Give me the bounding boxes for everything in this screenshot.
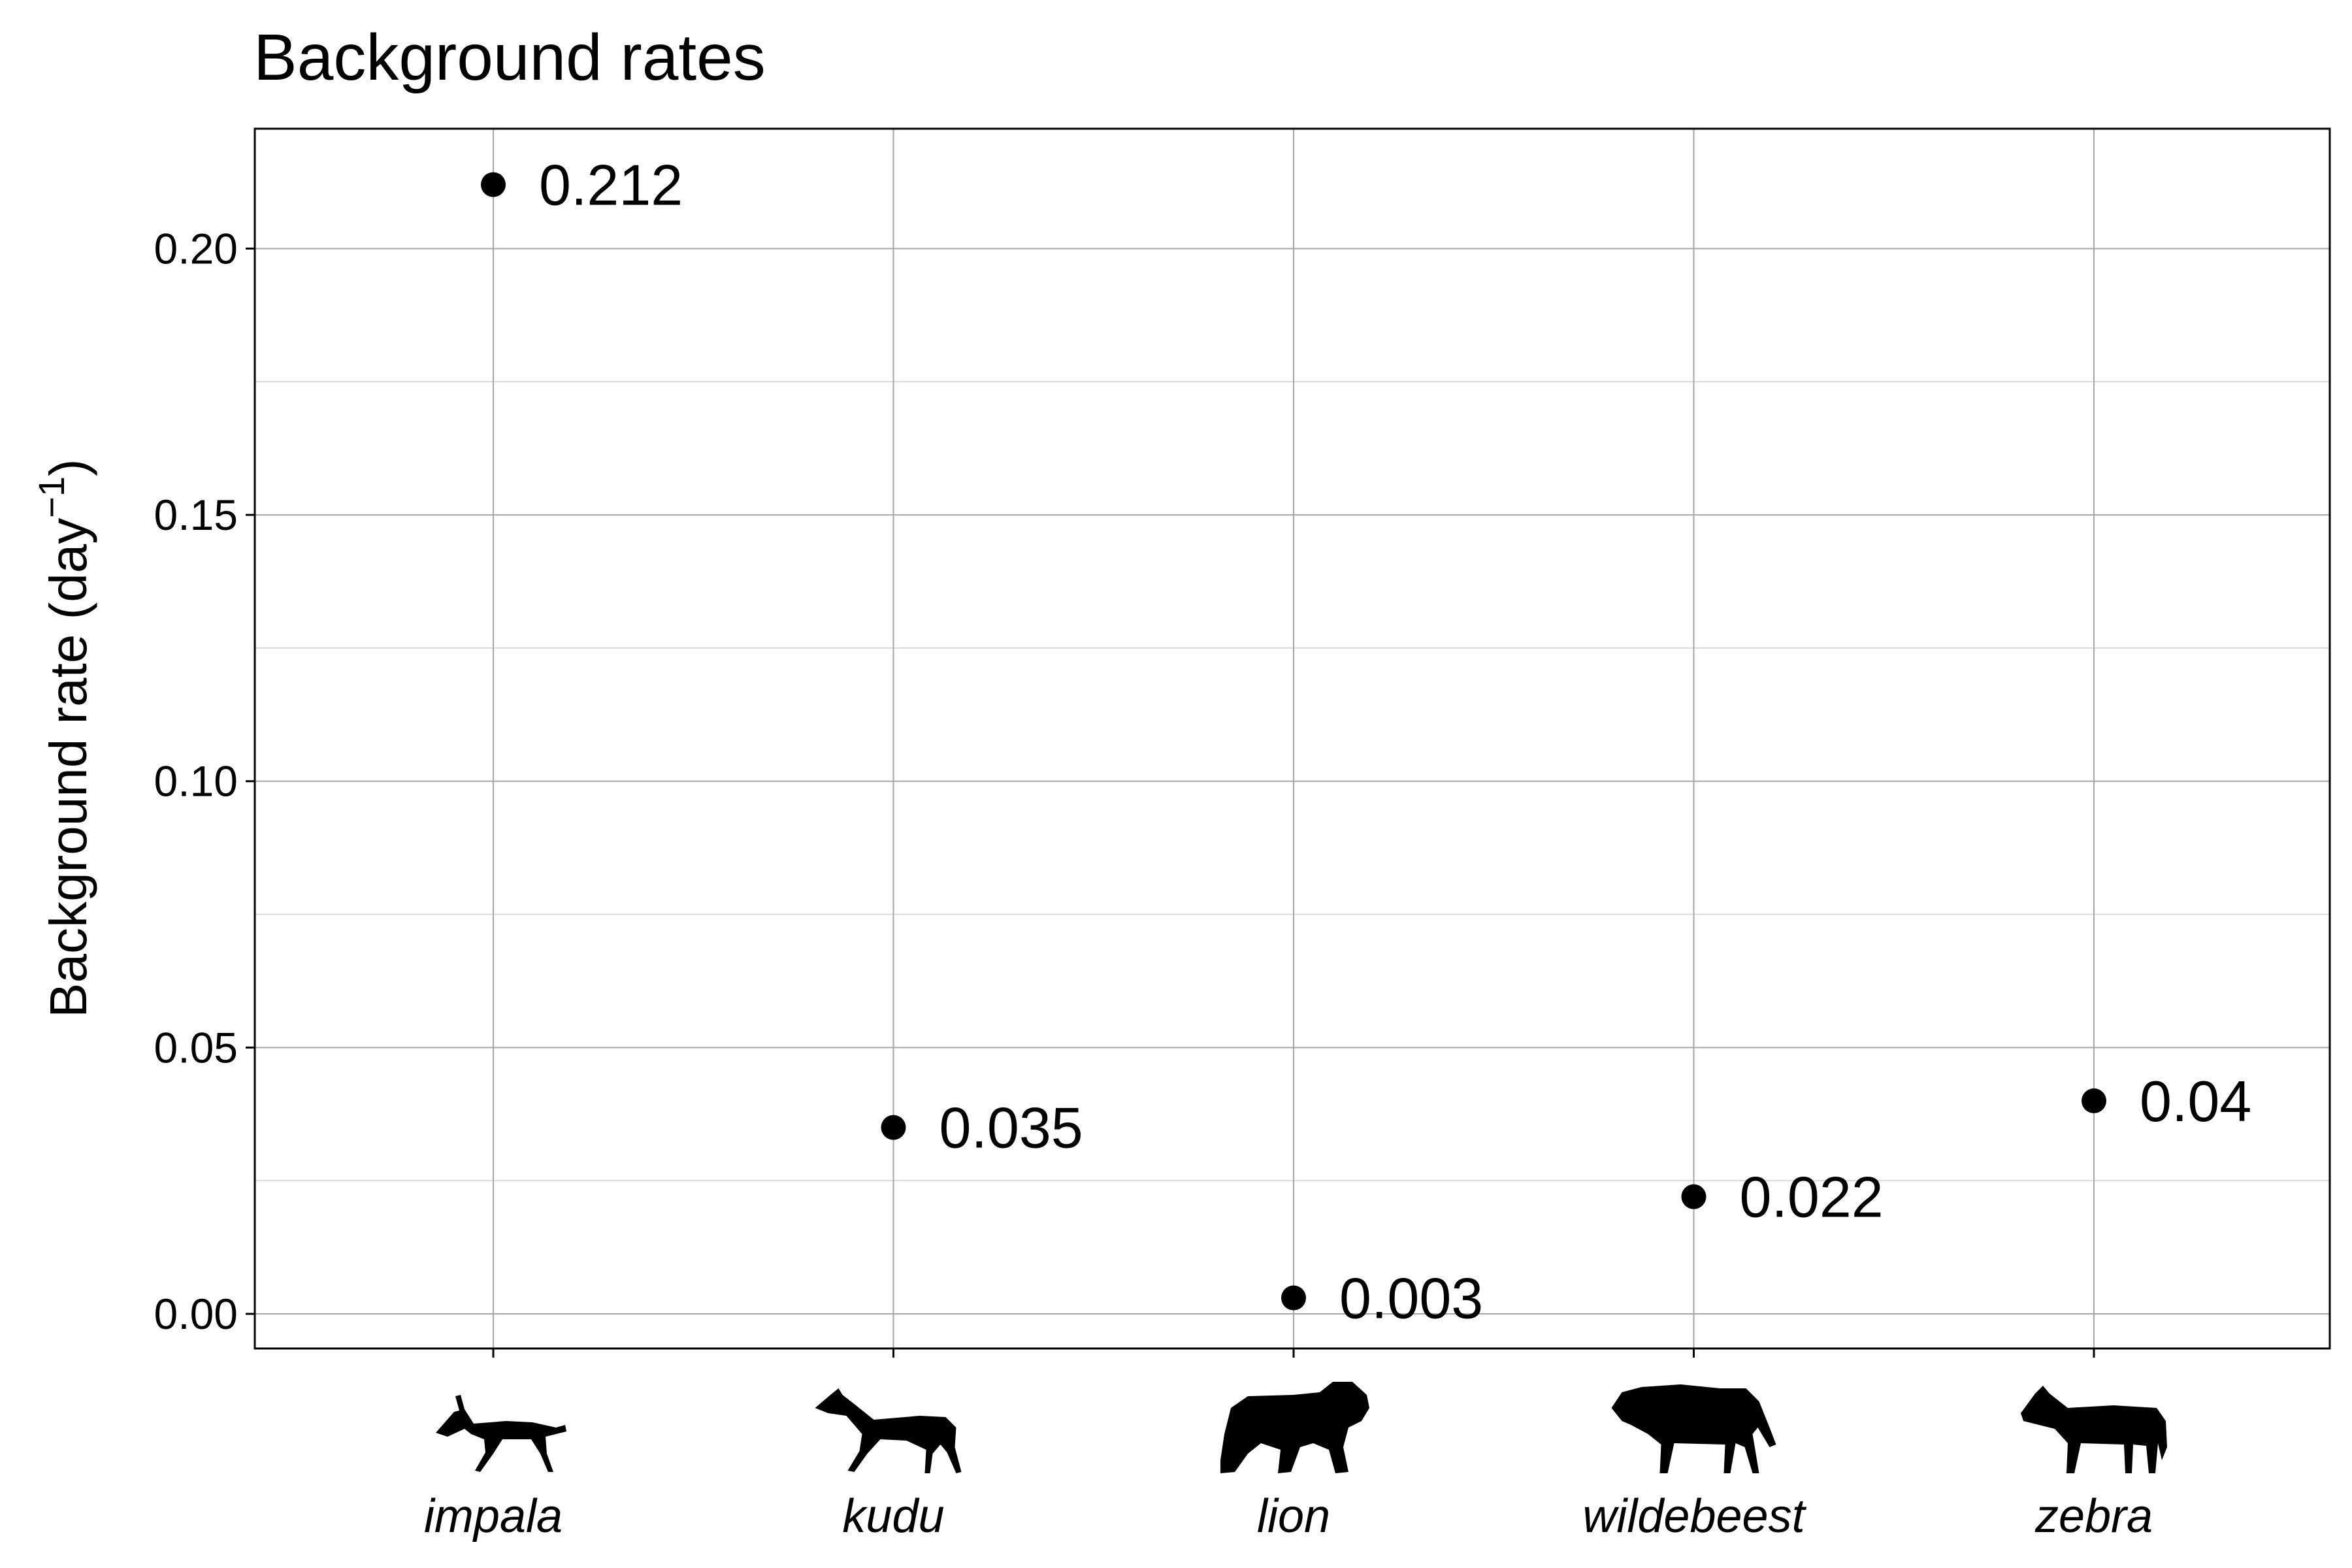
data-label: 0.212 xyxy=(539,153,683,218)
category-icons xyxy=(436,1382,2167,1473)
x-tick-label: lion xyxy=(1257,1490,1330,1543)
impala-silhouette-icon xyxy=(436,1395,566,1472)
wildebeest-silhouette-icon-shape xyxy=(1611,1384,1776,1473)
x-grid xyxy=(493,129,2095,1348)
chart-title: Background rates xyxy=(253,21,766,94)
data-point xyxy=(881,1115,906,1140)
y-axis-title-text: Background rate (day xyxy=(39,518,97,1018)
lion-silhouette-icon-shape xyxy=(1220,1382,1369,1473)
y-axis-title-close: ) xyxy=(39,459,97,476)
data-label: 0.003 xyxy=(1339,1266,1483,1331)
data-label: 0.022 xyxy=(1740,1165,1884,1230)
y-tick-label: 0.15 xyxy=(154,491,238,539)
x-tick-label: impala xyxy=(424,1490,563,1543)
x-axis: impala kudu lion wildebeest zebra xyxy=(424,1348,2153,1543)
x-tick-label: zebra xyxy=(2034,1490,2153,1543)
y-axis: 0.00 0.05 0.10 0.15 0.20 xyxy=(154,224,255,1338)
y-tick-label: 0.00 xyxy=(154,1290,238,1338)
lion-silhouette-icon xyxy=(1220,1382,1369,1473)
zebra-silhouette-icon xyxy=(2021,1386,2167,1473)
zebra-silhouette-icon-shape xyxy=(2021,1386,2167,1473)
data-points xyxy=(481,172,2106,1311)
data-point xyxy=(1281,1285,1306,1311)
y-axis-title: Background rate (day−1) xyxy=(31,459,97,1017)
impala-silhouette-icon-shape xyxy=(436,1395,566,1472)
y-axis-title-superscript: −1 xyxy=(31,476,72,518)
plot-frame xyxy=(253,127,2331,1350)
data-point xyxy=(2082,1088,2106,1113)
data-point xyxy=(1681,1184,1707,1209)
y-tick-label: 0.10 xyxy=(154,757,238,806)
grid xyxy=(255,248,2330,1315)
x-tick-label: wildebeest xyxy=(1582,1490,1806,1543)
data-labels: 0.212 0.035 0.003 0.022 0.04 xyxy=(539,153,2251,1331)
kudu-silhouette-icon xyxy=(815,1388,962,1473)
y-tick-label: 0.05 xyxy=(154,1023,238,1071)
data-label: 0.04 xyxy=(2140,1069,2251,1134)
data-point xyxy=(481,172,506,197)
x-tick-label: kudu xyxy=(842,1490,944,1543)
data-label: 0.035 xyxy=(939,1096,1083,1160)
y-tick-label: 0.20 xyxy=(154,224,238,272)
wildebeest-silhouette-icon xyxy=(1611,1384,1776,1473)
kudu-silhouette-icon-shape xyxy=(815,1388,962,1473)
